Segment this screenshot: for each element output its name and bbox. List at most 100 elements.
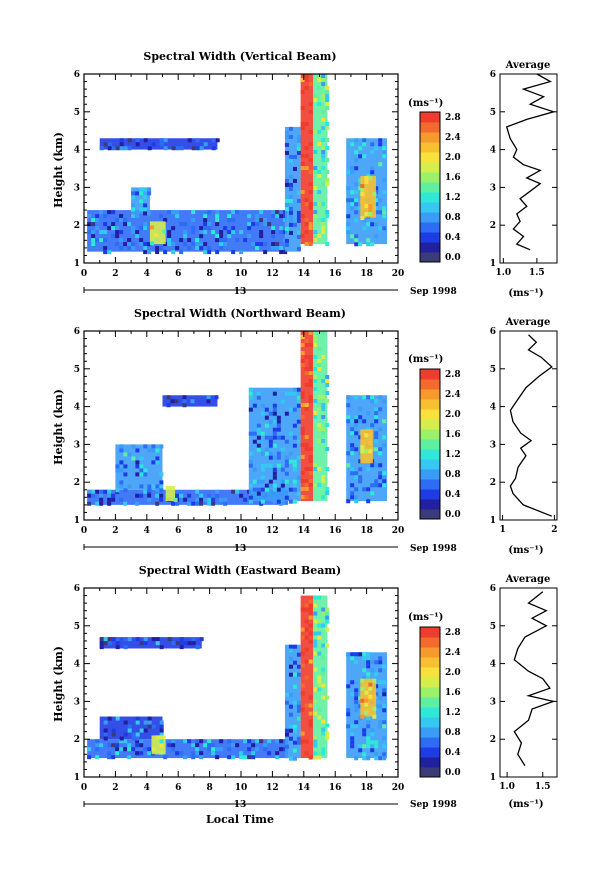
data-cell [382, 150, 387, 155]
data-cell [358, 186, 363, 191]
data-cell [268, 455, 273, 460]
data-cell [127, 755, 132, 760]
data-cell [304, 659, 309, 664]
data-cell [143, 637, 148, 642]
data-cell [350, 198, 355, 203]
data-cell [366, 740, 371, 745]
data-cell [107, 493, 112, 498]
data-cell [308, 755, 313, 760]
data-cell [252, 479, 257, 484]
data-cell [292, 740, 297, 745]
colorbar-swatch [420, 687, 440, 698]
data-cell [321, 222, 326, 226]
data-cell [163, 218, 168, 223]
data-cell [284, 455, 289, 460]
data-cell [368, 682, 373, 687]
data-cell [292, 728, 297, 733]
data-cell [195, 238, 200, 243]
x-tick-label: 2 [112, 783, 118, 793]
data-cell [300, 607, 305, 612]
panel-title: Spectral Width (Eastward Beam) [139, 564, 341, 577]
data-cell [296, 246, 301, 251]
data-cell [321, 415, 326, 419]
data-cell [304, 619, 309, 624]
data-cell [346, 214, 351, 219]
data-cell [267, 751, 272, 756]
data-cell [374, 435, 379, 440]
x-tick-label: 12 [266, 526, 279, 536]
data-cell [175, 493, 180, 498]
data-cell [272, 419, 277, 424]
data-cell [135, 214, 140, 219]
data-cell [199, 755, 204, 760]
data-cell [275, 242, 280, 247]
data-cell [171, 250, 176, 255]
data-cell [350, 471, 355, 476]
data-cell [284, 495, 289, 500]
data-cell [288, 182, 293, 187]
data-cell [321, 479, 326, 483]
data-cell [317, 407, 322, 411]
data-cell [321, 218, 326, 222]
data-cell [374, 234, 379, 239]
colorbar-swatch [420, 727, 440, 738]
data-cell [321, 747, 326, 752]
data-cell [203, 230, 208, 235]
data-cell [321, 230, 326, 234]
data-cell [362, 656, 367, 661]
data-cell [179, 493, 184, 498]
data-cell [292, 423, 297, 428]
x-tick-label: 16 [329, 269, 342, 279]
colorbar-frame [419, 368, 441, 520]
data-cell [284, 439, 289, 444]
y-tick-label: 1 [74, 516, 80, 526]
data-cell [111, 493, 116, 498]
data-cell [304, 74, 309, 78]
data-cell [260, 411, 265, 416]
data-cell [358, 467, 363, 472]
data-cell [378, 162, 383, 167]
y-tick-label: 4 [74, 660, 80, 670]
data-cell [231, 489, 236, 494]
data-cell [358, 744, 363, 749]
data-cell [159, 728, 164, 733]
data-cell [308, 102, 313, 106]
data-cell [272, 435, 277, 440]
colorbar-label: 2.0 [445, 153, 461, 163]
data-cell [362, 154, 367, 159]
data-cell [119, 142, 124, 147]
data-cell [135, 234, 140, 239]
data-cell [317, 142, 322, 146]
data-cell [354, 242, 359, 247]
data-cell [304, 343, 309, 347]
data-cell [139, 493, 144, 498]
data-cell [304, 627, 309, 632]
data-cell [91, 222, 96, 227]
colorbar-swatch [420, 192, 440, 203]
data-cell [191, 242, 196, 247]
data-cell [321, 158, 326, 162]
data-cell [308, 363, 313, 367]
data-cell [95, 747, 100, 752]
data-cell [284, 238, 289, 243]
data-cell [304, 166, 309, 170]
data-cell [143, 138, 148, 143]
data-cell [308, 719, 313, 724]
data-cell [382, 210, 387, 215]
data-cell [159, 493, 164, 498]
data-cell [195, 645, 200, 650]
data-cell [115, 747, 120, 752]
colorbar-swatch [420, 142, 440, 153]
data-cell [195, 501, 200, 506]
data-cell [171, 146, 176, 151]
colorbar-label: 0.4 [445, 233, 461, 243]
data-cell [292, 660, 297, 665]
data-cell [191, 641, 196, 646]
data-cell [243, 238, 248, 243]
data-cell [175, 751, 180, 756]
data-cell [325, 447, 330, 451]
data-cell [382, 178, 387, 183]
data-cell [167, 234, 172, 239]
data-cell [135, 493, 140, 498]
